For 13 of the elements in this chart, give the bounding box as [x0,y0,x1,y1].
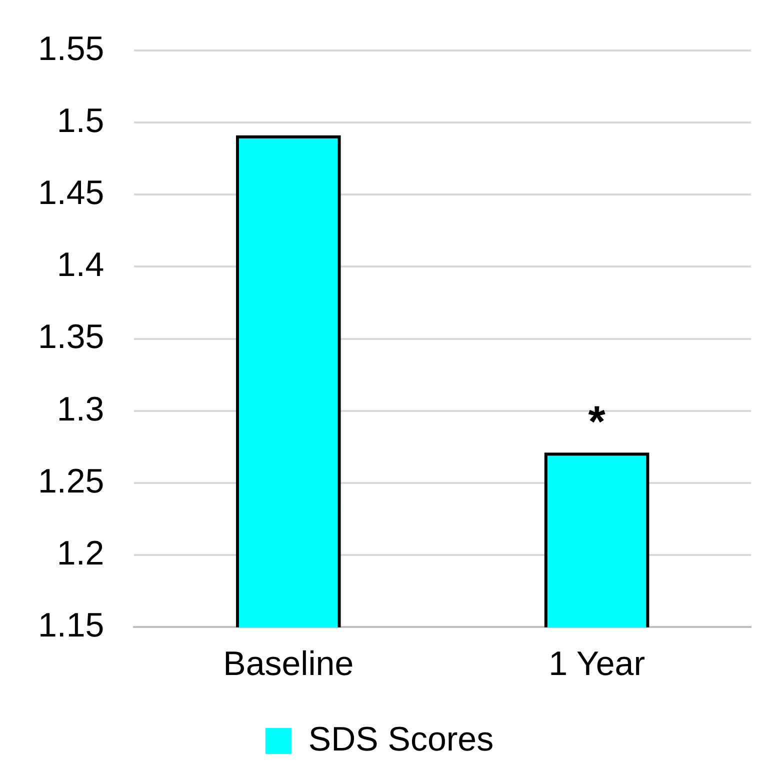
y-tick-label: 1.35 [38,318,104,356]
x-tick-label: Baseline [223,644,354,683]
y-tick-label: 1.4 [56,246,104,284]
y-tick-label: 1.2 [56,534,104,572]
y-tick-label: 1.15 [38,606,104,645]
y-tick-label: 1.55 [38,30,104,68]
legend-label: SDS Scores [308,720,494,758]
y-tick-label: 1.5 [56,102,104,140]
y-tick-label: 1.45 [38,174,104,212]
y-tick-label: 1.3 [56,390,104,428]
annotation: * [588,397,606,446]
x-tick-label: 1 Year [548,644,646,683]
y-tick-label: 1.25 [38,462,104,500]
